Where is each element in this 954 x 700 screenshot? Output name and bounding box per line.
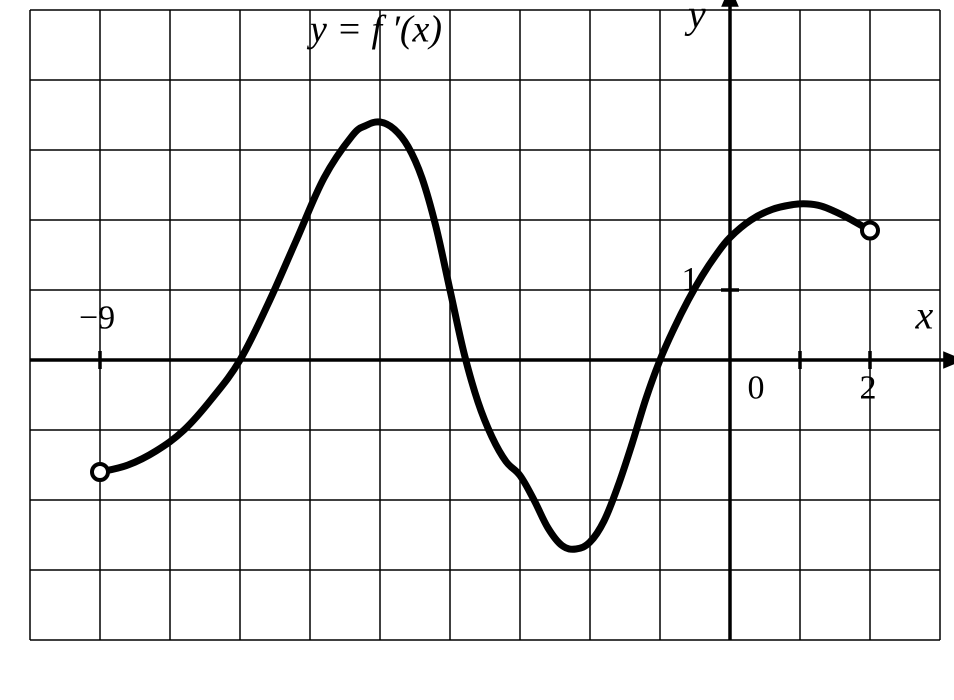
open-endpoint-icon (92, 464, 108, 480)
derivative-graph: y = f ′(x) y x 0 2 1 −9 (0, 0, 954, 700)
origin-label: 0 (748, 370, 765, 407)
y-axis-label: y (684, 0, 706, 37)
y-axis-arrow-icon (721, 0, 739, 7)
open-endpoint-icon (862, 223, 878, 239)
x-tick-label: 2 (860, 370, 877, 407)
y-tick-label: 1 (682, 261, 699, 298)
chart-background (0, 0, 954, 700)
chart-title: y = f ′(x) (306, 9, 442, 51)
x-axis-label: x (915, 293, 934, 338)
x-tick-label: −9 (79, 300, 115, 337)
